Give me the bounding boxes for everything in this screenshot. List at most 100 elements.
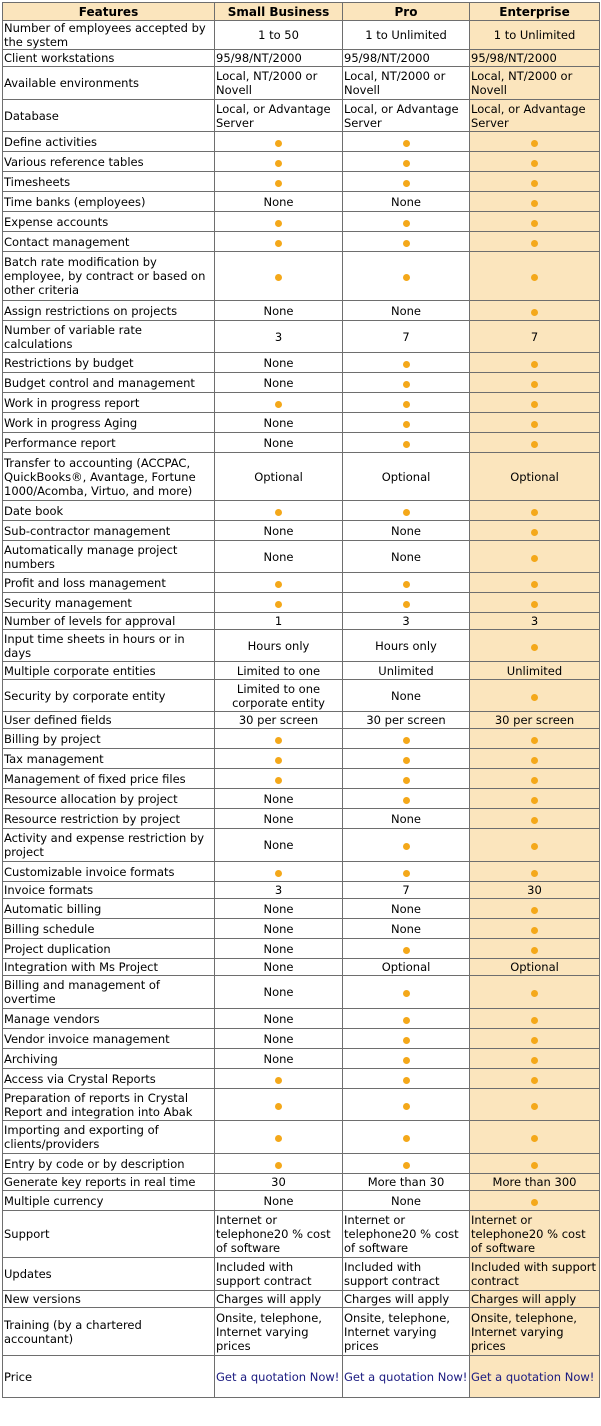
cell-enterprise	[469, 768, 600, 789]
header-small-business: Small Business	[214, 2, 343, 21]
cell-enterprise	[469, 748, 600, 769]
feature-label: Automatically manage project numbers	[2, 540, 215, 573]
table-row: Database Local, or Advantage Server Local,…	[2, 99, 600, 132]
cell-enterprise	[469, 1088, 600, 1121]
included-dot-icon	[275, 274, 282, 281]
cell-pro: None	[342, 898, 470, 919]
included-dot-icon	[531, 600, 538, 608]
feature-label: Billing schedule	[2, 918, 215, 939]
cell-enterprise	[469, 808, 600, 829]
included-dot-icon	[531, 946, 538, 954]
included-dot-icon	[402, 843, 410, 850]
table-row: Performance report None	[2, 432, 600, 453]
table-row: Importing and exporting of clients/provi…	[2, 1120, 600, 1154]
cell-small-business: None	[214, 788, 343, 809]
included-dot-icon	[531, 139, 538, 147]
cell-pro	[342, 938, 470, 959]
get-quotation-link[interactable]: Get a quotation Now!	[471, 1369, 595, 1384]
included-dot-icon	[275, 508, 282, 516]
cell-enterprise: Optional	[469, 958, 600, 976]
table-row: Assign restrictions on projects None None	[2, 300, 600, 321]
included-dot-icon	[531, 1135, 538, 1142]
cell-small-business: Internet or telephone20 % cost of softwa…	[214, 1210, 343, 1258]
cell-pro	[342, 500, 470, 521]
included-dot-icon	[402, 139, 410, 147]
table-row: Activity and expense restriction by proj…	[2, 828, 600, 862]
feature-label: Multiple corporate entities	[2, 661, 215, 680]
cell-enterprise	[469, 211, 600, 232]
feature-label: Entry by code or by description	[2, 1153, 215, 1174]
cell-small-business: None	[214, 540, 343, 573]
get-quotation-link[interactable]: Get a quotation Now!	[344, 1369, 468, 1384]
cell-small-business: 3	[214, 881, 343, 899]
included-dot-icon	[275, 219, 282, 227]
table-row: Sub-contractor management None None	[2, 520, 600, 541]
included-dot-icon	[531, 756, 538, 764]
cell-pro	[342, 352, 470, 373]
cell-enterprise: 1 to Unlimited	[469, 20, 600, 50]
included-dot-icon	[531, 1198, 538, 1206]
included-dot-icon	[275, 1135, 282, 1142]
cell-small-business: None	[214, 300, 343, 321]
included-dot-icon	[402, 1102, 410, 1110]
cell-small-business: None	[214, 958, 343, 976]
cell-pro: Hours only	[342, 629, 470, 662]
table-row: Automatically manage project numbers None…	[2, 540, 600, 573]
included-dot-icon	[402, 580, 410, 588]
cell-enterprise	[469, 1008, 600, 1029]
included-dot-icon	[402, 219, 410, 227]
table-row: Restrictions by budget None	[2, 352, 600, 373]
feature-label: Profit and loss management	[2, 572, 215, 593]
cell-small-business: 1	[214, 612, 343, 630]
included-dot-icon	[402, 1135, 410, 1142]
header-enterprise: Enterprise	[469, 2, 600, 21]
feature-label: Security management	[2, 592, 215, 613]
cell-enterprise	[469, 572, 600, 593]
cell-pro: Unlimited	[342, 661, 470, 680]
cell-small-business: None	[214, 372, 343, 393]
included-dot-icon	[531, 1056, 538, 1064]
included-dot-icon	[531, 239, 538, 247]
cell-pro: Charges will apply	[342, 1290, 470, 1308]
feature-label: Invoice formats	[2, 881, 215, 899]
cell-enterprise	[469, 1120, 600, 1154]
table-row: Number of variable rate calculations 3 7 7	[2, 320, 600, 353]
feature-label: Sub-contractor management	[2, 520, 215, 541]
feature-label: Training (by a chartered accountant)	[2, 1307, 215, 1356]
get-quotation-link[interactable]: Get a quotation Now!	[216, 1369, 340, 1384]
included-dot-icon	[402, 796, 410, 804]
cell-enterprise	[469, 352, 600, 373]
table-row: Preparation of reports in Crystal Report…	[2, 1088, 600, 1121]
included-dot-icon	[402, 380, 410, 388]
table-row: Automatic billing None None	[2, 898, 600, 919]
feature-label: Work in progress report	[2, 392, 215, 413]
cell-enterprise	[469, 592, 600, 613]
cell-enterprise	[469, 191, 600, 212]
feature-label: Activity and expense restriction by proj…	[2, 828, 215, 862]
included-dot-icon	[531, 869, 538, 877]
cell-small-business: None	[214, 520, 343, 541]
included-dot-icon	[402, 1036, 410, 1044]
table-row: Expense accounts	[2, 211, 600, 232]
cell-enterprise	[469, 1068, 600, 1089]
included-dot-icon	[531, 308, 538, 316]
cell-small-business: Get a quotation Now!	[214, 1355, 343, 1398]
included-dot-icon	[531, 420, 538, 428]
cell-pro	[342, 828, 470, 862]
cell-enterprise	[469, 231, 600, 252]
cell-pro: Local, or Advantage Server	[342, 99, 470, 132]
cell-pro: 7	[342, 881, 470, 899]
cell-pro	[342, 1068, 470, 1089]
table-row: Transfer to accounting (ACCPAC, QuickBoo…	[2, 452, 600, 501]
cell-enterprise	[469, 1028, 600, 1049]
cell-enterprise	[469, 372, 600, 393]
cell-small-business: Local, or Advantage Server	[214, 99, 343, 132]
table-row: Resource restriction by project None None	[2, 808, 600, 829]
table-row: Input time sheets in hours or in days Hou…	[2, 629, 600, 662]
cell-enterprise	[469, 500, 600, 521]
table-row: Batch rate modification by employee, by …	[2, 251, 600, 301]
feature-label: Performance report	[2, 432, 215, 453]
cell-enterprise	[469, 918, 600, 939]
included-dot-icon	[275, 756, 282, 764]
table-row: Support Internet or telephone20 % cost of…	[2, 1210, 600, 1258]
